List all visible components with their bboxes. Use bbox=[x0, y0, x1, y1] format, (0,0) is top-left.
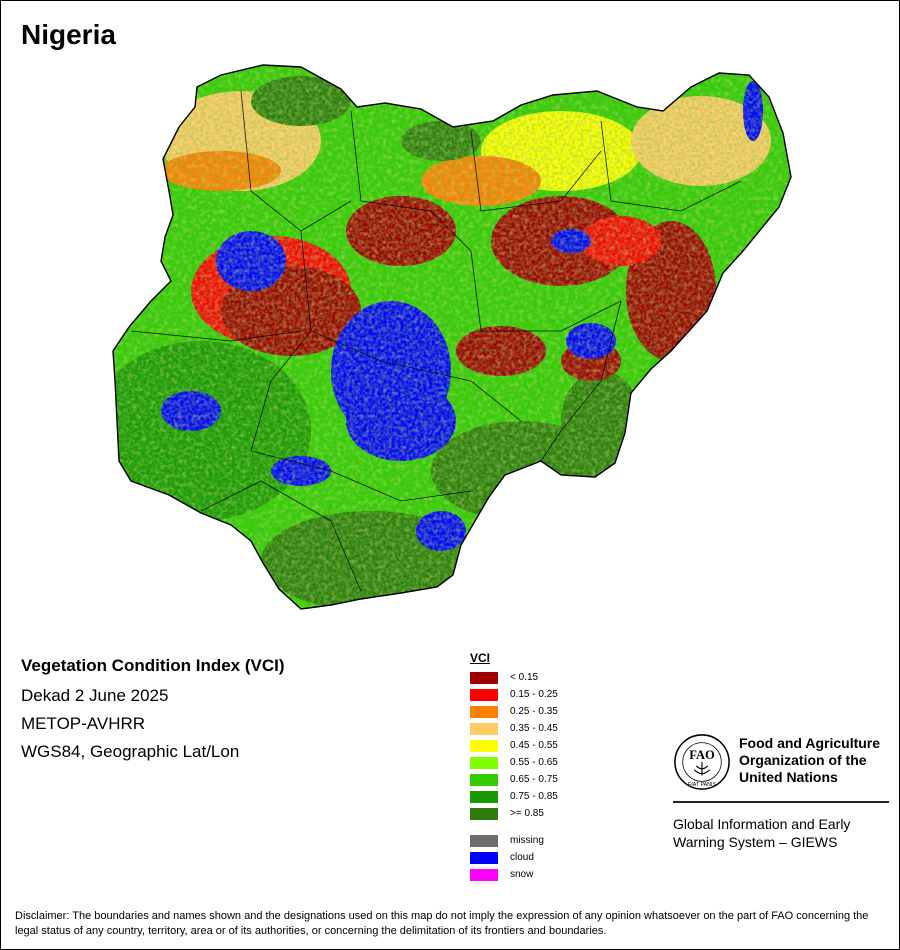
vci-raster bbox=[113, 65, 791, 609]
legend-class-item: 0.55 - 0.65 bbox=[470, 754, 558, 771]
legend-swatch bbox=[470, 790, 498, 803]
legend-special: missing cloud snow bbox=[470, 832, 558, 883]
legend-classes: < 0.15 0.15 - 0.25 0.25 - 0.35 0.35 - 0.45 0… bbox=[470, 669, 558, 822]
legend-label: 0.45 - 0.55 bbox=[510, 740, 558, 751]
legend-swatch bbox=[470, 739, 498, 752]
map-info: Vegetation Condition Index (VCI) Dekad 2… bbox=[21, 656, 285, 770]
legend-label: >= 0.85 bbox=[510, 808, 544, 819]
legend-label: < 0.15 bbox=[510, 672, 539, 683]
legend-swatch bbox=[470, 807, 498, 820]
legend-swatch bbox=[470, 671, 498, 684]
admin-boundaries bbox=[130, 90, 742, 592]
legend-class-item: 0.75 - 0.85 bbox=[470, 788, 558, 805]
legend-label: cloud bbox=[510, 852, 534, 863]
disclaimer: Disclaimer: The boundaries and names sho… bbox=[15, 910, 869, 937]
legend-special-item: snow bbox=[470, 866, 558, 883]
legend-label: 0.25 - 0.35 bbox=[510, 706, 558, 717]
legend-special-item: missing bbox=[470, 832, 558, 849]
legend-label: 0.75 - 0.85 bbox=[510, 791, 558, 802]
legend-label: 0.65 - 0.75 bbox=[510, 774, 558, 785]
legend-swatch bbox=[470, 722, 498, 735]
sensor-label: METOP-AVHRR bbox=[21, 714, 146, 733]
program-name: Global Information and Early Warning Sys… bbox=[673, 816, 851, 850]
organization-name: Food and Agriculture Organization of the… bbox=[739, 735, 881, 785]
legend-swatch bbox=[470, 868, 498, 881]
index-title: Vegetation Condition Index (VCI) bbox=[21, 656, 285, 675]
legend-class-item: >= 0.85 bbox=[470, 805, 558, 822]
legend-title: VCI bbox=[470, 651, 491, 665]
projection-label: WGS84, Geographic Lat/Lon bbox=[21, 742, 240, 761]
legend-class-item: 0.45 - 0.55 bbox=[470, 737, 558, 754]
legend: VCI < 0.15 0.15 - 0.25 0.25 - 0.35 0.35 - 0… bbox=[470, 651, 558, 883]
legend-swatch bbox=[470, 851, 498, 864]
legend-swatch bbox=[470, 834, 498, 847]
legend-label: 0.15 - 0.25 bbox=[510, 689, 558, 700]
legend-swatch bbox=[470, 688, 498, 701]
legend-swatch bbox=[470, 773, 498, 786]
fao-logo-text: FAO bbox=[689, 748, 715, 762]
period-label: Dekad 2 June 2025 bbox=[21, 686, 169, 705]
legend-label: snow bbox=[510, 869, 534, 880]
legend-class-item: < 0.15 bbox=[470, 669, 558, 686]
legend-label: 0.35 - 0.45 bbox=[510, 723, 558, 734]
map-title: Nigeria bbox=[21, 19, 116, 50]
legend-special-item: cloud bbox=[470, 849, 558, 866]
legend-class-item: 0.25 - 0.35 bbox=[470, 703, 558, 720]
legend-class-item: 0.35 - 0.45 bbox=[470, 720, 558, 737]
fao-logo-motto: FIAT PANIS bbox=[688, 782, 716, 788]
legend-class-item: 0.65 - 0.75 bbox=[470, 771, 558, 788]
legend-label: missing bbox=[510, 835, 544, 846]
fao-logo-icon: FAO FIAT PANIS bbox=[674, 734, 730, 790]
legend-swatch bbox=[470, 756, 498, 769]
legend-swatch bbox=[470, 705, 498, 718]
divider bbox=[673, 801, 889, 803]
legend-class-item: 0.15 - 0.25 bbox=[470, 686, 558, 703]
vci-map bbox=[112, 64, 792, 610]
legend-label: 0.55 - 0.65 bbox=[510, 757, 558, 768]
